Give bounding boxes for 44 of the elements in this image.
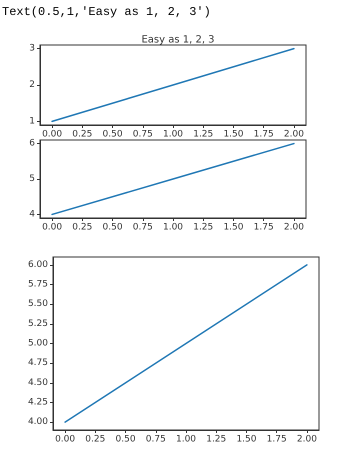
x-tick-label: 1.25 — [193, 222, 214, 232]
x-tick-label: 1.00 — [162, 222, 184, 232]
x-tick-label: 1.00 — [162, 130, 184, 140]
chart-title: Easy as 1, 2, 3 — [141, 34, 215, 46]
y-tick-label: 5.50 — [28, 299, 48, 310]
y-tick-label: 6.00 — [28, 260, 48, 270]
x-tick-label: 1.75 — [254, 130, 274, 140]
x-tick-label: 0.50 — [102, 222, 123, 232]
x-tick-label: 2.00 — [296, 434, 318, 444]
y-tick-label: 4 — [29, 209, 36, 220]
x-tick-label: 1.50 — [223, 130, 244, 140]
x-tick-label: 1.75 — [266, 434, 287, 444]
y-tick-label: 5.75 — [28, 280, 48, 290]
text: Text(0.5,1,'Easy as 1, 2, 3') — [2, 5, 211, 19]
x-tick-label: 2.00 — [284, 222, 304, 232]
y-tick-label: 4.00 — [28, 417, 48, 428]
y-tick-label: 5.00 — [28, 338, 48, 348]
x-tick-label: 2.00 — [284, 130, 304, 140]
y-tick-label: 6 — [29, 138, 36, 149]
x-tick-label: 0.25 — [85, 434, 106, 444]
y-tick-label: 5.25 — [28, 318, 48, 329]
x-tick-label: 0.75 — [146, 434, 166, 444]
x-tick-label: 0.75 — [132, 130, 153, 140]
x-tick-label: 0.50 — [102, 130, 123, 140]
x-tick-label: 0.25 — [72, 222, 92, 232]
x-tick-label: 1.75 — [254, 222, 274, 232]
x-tick-label: 0.00 — [42, 130, 62, 140]
x-tick-label: 1.50 — [223, 222, 244, 232]
y-tick-label: 2 — [29, 80, 35, 90]
x-tick-label: 1.50 — [236, 434, 257, 444]
y-tick-label: 3 — [29, 44, 35, 54]
y-tick-label: 4.75 — [28, 358, 48, 368]
y-tick-label: 5 — [29, 174, 35, 184]
y-tick-label: 4.25 — [28, 397, 48, 408]
y-tick-label: 1 — [29, 116, 35, 126]
x-tick-label: 0.00 — [55, 434, 76, 444]
x-tick-label: 0.00 — [42, 222, 62, 232]
x-tick-label: 1.00 — [176, 434, 196, 444]
x-tick-label: 1.25 — [193, 130, 214, 140]
x-tick-label: 0.50 — [116, 434, 136, 444]
x-tick-label: 0.75 — [132, 222, 153, 232]
x-tick-label: 1.25 — [206, 434, 226, 444]
y-tick-label: 4.50 — [28, 378, 48, 388]
x-tick-label: 0.25 — [72, 130, 92, 140]
